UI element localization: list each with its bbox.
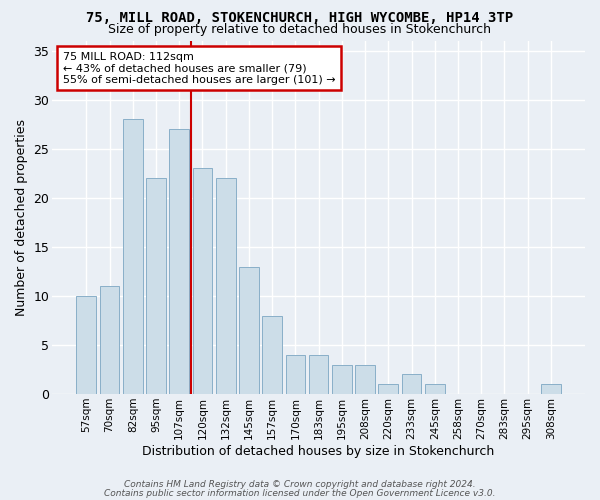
Y-axis label: Number of detached properties: Number of detached properties [15,119,28,316]
Bar [401,374,421,394]
X-axis label: Distribution of detached houses by size in Stokenchurch: Distribution of detached houses by size … [142,444,495,458]
Bar [309,355,328,394]
Bar [332,364,352,394]
Text: 75 MILL ROAD: 112sqm
← 43% of detached houses are smaller (79)
55% of semi-detac: 75 MILL ROAD: 112sqm ← 43% of detached h… [63,52,335,85]
Text: 75, MILL ROAD, STOKENCHURCH, HIGH WYCOMBE, HP14 3TP: 75, MILL ROAD, STOKENCHURCH, HIGH WYCOMB… [86,11,514,25]
Bar [76,296,96,394]
Text: Contains HM Land Registry data © Crown copyright and database right 2024.: Contains HM Land Registry data © Crown c… [124,480,476,489]
Bar [379,384,398,394]
Text: Contains public sector information licensed under the Open Government Licence v3: Contains public sector information licen… [104,488,496,498]
Bar [100,286,119,394]
Bar [425,384,445,394]
Bar [262,316,282,394]
Bar [169,130,189,394]
Bar [239,266,259,394]
Bar [541,384,561,394]
Bar [216,178,236,394]
Bar [193,168,212,394]
Text: Size of property relative to detached houses in Stokenchurch: Size of property relative to detached ho… [109,22,491,36]
Bar [286,355,305,394]
Bar [146,178,166,394]
Bar [355,364,375,394]
Bar [123,120,143,394]
